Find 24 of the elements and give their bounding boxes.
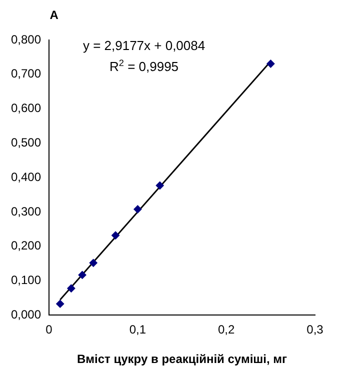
y-tick-label: 0,600: [11, 101, 42, 116]
point: [78, 270, 86, 279]
y-tick-label: 0,500: [11, 136, 42, 150]
annotation: y = 2,9177x + 0,0084: [82, 38, 206, 53]
x-axis-title: Вміст цукру в реакційній суміші, мг: [76, 352, 288, 366]
point: [134, 205, 142, 214]
point: [89, 258, 98, 267]
x-tick-label: 0,2: [218, 322, 236, 337]
y-axis-title: A: [50, 8, 59, 22]
x-tick-label: 0,3: [306, 322, 324, 337]
point: [67, 284, 76, 292]
point: [56, 300, 64, 308]
y-tick-label: 0,200: [11, 238, 42, 253]
y-tick-label: 0,800: [11, 32, 42, 46]
x-tick-label: 0,1: [129, 322, 146, 337]
y-tick-label: 0,400: [11, 170, 42, 184]
y-tick-label: 0,100: [11, 273, 42, 288]
y-tick-label: 0,300: [11, 204, 42, 218]
y-tick-label: 0,000: [11, 308, 42, 322]
point: [112, 231, 120, 240]
point: [156, 182, 164, 190]
x-tick-label: 0: [46, 322, 53, 337]
y-tick-label: 0,700: [11, 66, 42, 81]
point: [266, 60, 275, 68]
